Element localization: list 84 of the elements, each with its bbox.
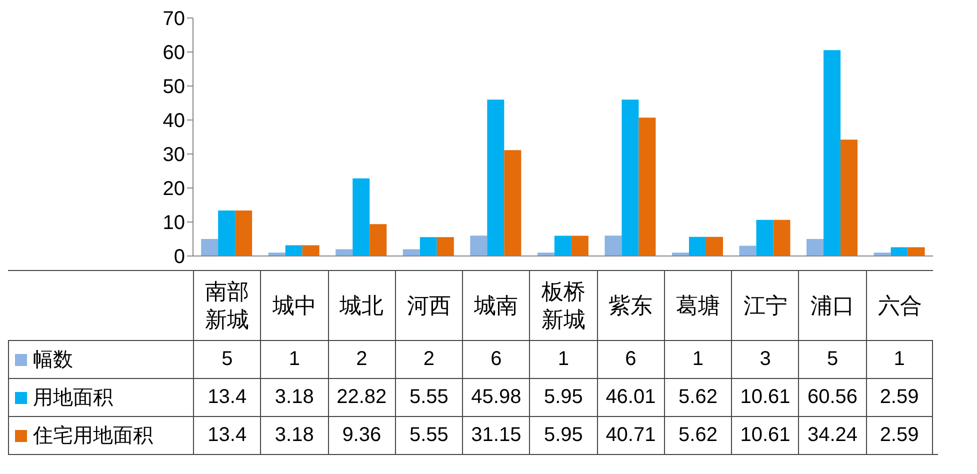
- bar: [554, 236, 572, 256]
- bar: [604, 236, 622, 256]
- data-label: 5.62: [664, 378, 732, 416]
- data-label: 6: [462, 340, 530, 378]
- data-label: 40.71: [596, 416, 664, 454]
- bar: [571, 236, 588, 256]
- data-label: 3: [731, 340, 798, 378]
- x-tick-label: 南部新城: [193, 270, 260, 340]
- data-label: 13.4: [193, 378, 260, 416]
- legend-label: 幅数: [33, 348, 73, 373]
- data-label: 5.62: [664, 416, 732, 454]
- data-label: 60.56: [798, 378, 866, 416]
- data-label: 46.01: [596, 378, 664, 416]
- bar: [806, 239, 824, 256]
- data-label: 1: [664, 340, 732, 378]
- bar: [470, 236, 488, 256]
- data-label: 31.15: [462, 416, 530, 454]
- data-label: 2: [328, 340, 395, 378]
- bar: [706, 236, 723, 256]
- bar: [352, 178, 370, 256]
- y-tick-label: 0: [174, 246, 185, 268]
- x-tick-label: 江宁: [731, 270, 798, 340]
- bar: [235, 210, 252, 256]
- bar: [302, 245, 320, 256]
- x-tick-label: 浦口: [798, 270, 866, 340]
- x-tick-label: 葛塘: [664, 270, 732, 340]
- data-label: 1: [260, 340, 328, 378]
- y-tick-label: 10: [162, 212, 185, 234]
- legend-label: 用地面积: [33, 386, 113, 411]
- bar: [840, 140, 858, 256]
- bar: [436, 237, 454, 256]
- legend-label: 住宅用地面积: [33, 424, 153, 449]
- x-tick-label: 城南: [462, 270, 530, 340]
- data-label: 10.61: [731, 416, 798, 454]
- bar: [756, 220, 774, 256]
- data-label: 45.98: [462, 378, 530, 416]
- data-label: 3.18: [260, 416, 328, 454]
- bar: [370, 224, 387, 256]
- data-label: 2.59: [866, 378, 933, 416]
- data-label: 22.82: [328, 378, 395, 416]
- data-label: 3.18: [260, 378, 328, 416]
- x-tick-label: 城北: [328, 270, 395, 340]
- x-tick-label: 板桥新城: [529, 270, 597, 340]
- bar: [638, 118, 656, 256]
- bar: [336, 249, 353, 256]
- bar: [739, 246, 756, 256]
- bar: [773, 220, 790, 256]
- bar: [908, 247, 925, 256]
- data-label: 2.59: [866, 416, 933, 454]
- y-tick-label: 70: [162, 8, 185, 30]
- y-tick-label: 30: [162, 144, 185, 166]
- data-label: 5: [798, 340, 866, 378]
- bar: [487, 100, 504, 256]
- data-label: 34.24: [798, 416, 866, 454]
- data-label: 5.95: [529, 416, 597, 454]
- y-tick-label: 50: [162, 76, 185, 98]
- y-tick-label: 60: [162, 42, 185, 64]
- bar: [402, 249, 420, 256]
- data-label: 2: [394, 340, 462, 378]
- bar: [285, 245, 302, 256]
- bar: [622, 100, 639, 256]
- bar: [504, 150, 522, 256]
- data-label: 10.61: [731, 378, 798, 416]
- x-tick-label: 城中: [260, 270, 328, 340]
- bar: [201, 239, 218, 256]
- data-label: 9.36: [328, 416, 395, 454]
- data-label: 5: [193, 340, 260, 378]
- data-label: 1: [866, 340, 933, 378]
- data-label: 5.55: [394, 378, 462, 416]
- bar: [420, 237, 437, 256]
- data-label: 5.95: [529, 378, 597, 416]
- bar: [688, 236, 706, 256]
- y-tick-label: 40: [162, 110, 185, 132]
- data-label: 6: [596, 340, 664, 378]
- data-label: 13.4: [193, 416, 260, 454]
- data-label: 1: [529, 340, 597, 378]
- bar: [890, 247, 908, 256]
- x-tick-label: 六合: [866, 270, 933, 340]
- y-tick-label: 20: [162, 178, 185, 200]
- bar: [218, 210, 236, 256]
- x-tick-label: 紫东: [596, 270, 664, 340]
- bar: [824, 50, 841, 256]
- x-tick-label: 河西: [394, 270, 462, 340]
- data-label: 5.55: [394, 416, 462, 454]
